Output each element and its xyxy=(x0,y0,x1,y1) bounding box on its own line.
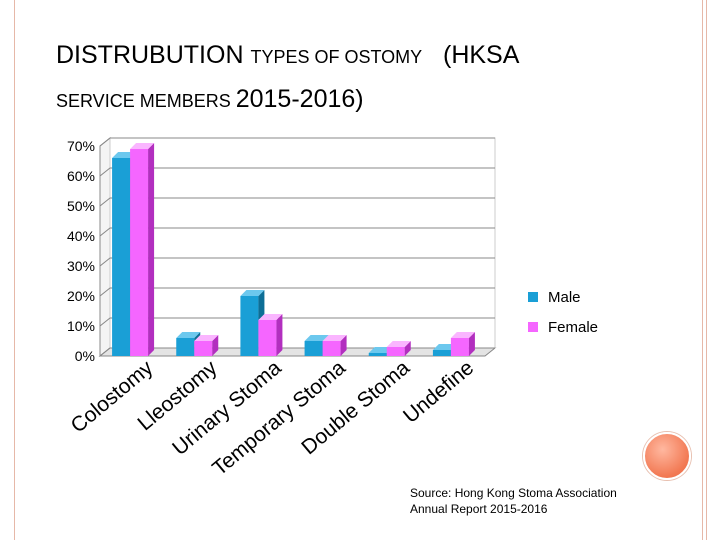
gridline xyxy=(99,137,495,147)
title-line2-small: SERVICE MEMBERS xyxy=(56,91,236,111)
female-bar xyxy=(130,143,155,356)
female-bar-top xyxy=(258,314,283,320)
female-bar xyxy=(194,335,219,356)
slide-frame-left xyxy=(14,0,15,540)
legend-swatch-female xyxy=(528,322,538,332)
male-bar-face xyxy=(368,353,387,356)
male-bar-top xyxy=(176,332,201,338)
y-tick-label: 30% xyxy=(67,258,95,274)
gridline xyxy=(99,167,495,177)
page-title: DISTRUBUTION TYPES OF OSTOMY (HKSA SERVI… xyxy=(56,38,676,118)
source-note: Source: Hong Kong Stoma Association Annu… xyxy=(410,485,670,517)
female-bar-side xyxy=(148,143,155,356)
title-line1-big: DISTRUBUTION xyxy=(56,41,251,69)
male-bar-face xyxy=(240,296,259,356)
y-tick-label: 70% xyxy=(67,138,95,154)
female-bar-face xyxy=(386,347,405,356)
female-bar-face xyxy=(450,338,469,356)
female-bar-side xyxy=(212,335,219,356)
gridline xyxy=(99,317,495,327)
y-tick-label: 50% xyxy=(67,198,95,214)
gridline xyxy=(99,347,495,357)
side-wall xyxy=(99,136,111,358)
female-bar-top xyxy=(130,143,155,149)
male-bar-top xyxy=(304,335,329,341)
female-bar-top xyxy=(322,335,347,341)
source-line-1: Source: Hong Kong Stoma Association xyxy=(410,486,617,500)
gridline xyxy=(99,257,495,267)
y-tick-label: 60% xyxy=(67,168,95,184)
female-bar xyxy=(322,335,347,356)
x-tick-label: Urinary Stoma xyxy=(168,356,286,460)
female-bar-top xyxy=(450,332,475,338)
y-tick-label: 40% xyxy=(67,228,95,244)
title-line-1: DISTRUBUTION TYPES OF OSTOMY (HKSA xyxy=(56,38,676,74)
y-tick-label: 0% xyxy=(75,348,95,364)
x-tick-label: Undefine xyxy=(399,356,478,428)
title-line1-small: TYPES OF OSTOMY xyxy=(250,47,423,67)
female-bar-side xyxy=(276,314,283,356)
female-bar xyxy=(258,314,283,356)
male-bar-top xyxy=(240,290,265,296)
female-bar-side xyxy=(468,332,475,356)
decorative-circle xyxy=(643,432,691,480)
female-bar-face xyxy=(130,149,149,356)
female-bar-side xyxy=(404,341,411,356)
female-bar-face xyxy=(258,320,277,356)
female-bar-top xyxy=(386,341,411,347)
title-line1-paren: (HKSA xyxy=(422,41,520,69)
legend-swatch-male xyxy=(528,292,538,302)
male-bar-face xyxy=(304,341,323,356)
gridline xyxy=(99,287,495,297)
gridline xyxy=(99,227,495,237)
title-line2-big: 2015-2016) xyxy=(235,85,364,113)
female-bar-top xyxy=(194,335,219,341)
legend-label-female: Female xyxy=(548,319,598,336)
female-bar xyxy=(386,341,411,356)
gridline xyxy=(99,197,495,207)
back-wall xyxy=(109,137,496,349)
title-line-2: SERVICE MEMBERS 2015-2016) xyxy=(56,82,676,118)
female-bar-side xyxy=(340,335,347,356)
male-bar-face xyxy=(176,338,195,356)
y-tick-label: 10% xyxy=(67,318,95,334)
male-bar-face xyxy=(112,158,131,356)
source-line-2: Annual Report 2015-2016 xyxy=(410,502,548,516)
y-tick-label: 20% xyxy=(67,288,95,304)
female-bar xyxy=(450,332,475,356)
slide-frame-right xyxy=(702,0,707,540)
x-tick-label: Double Stoma xyxy=(297,356,414,459)
male-bar-face xyxy=(432,350,451,356)
legend-label-male: Male xyxy=(548,289,581,306)
female-bar-face xyxy=(322,341,341,356)
female-bar-face xyxy=(194,341,213,356)
